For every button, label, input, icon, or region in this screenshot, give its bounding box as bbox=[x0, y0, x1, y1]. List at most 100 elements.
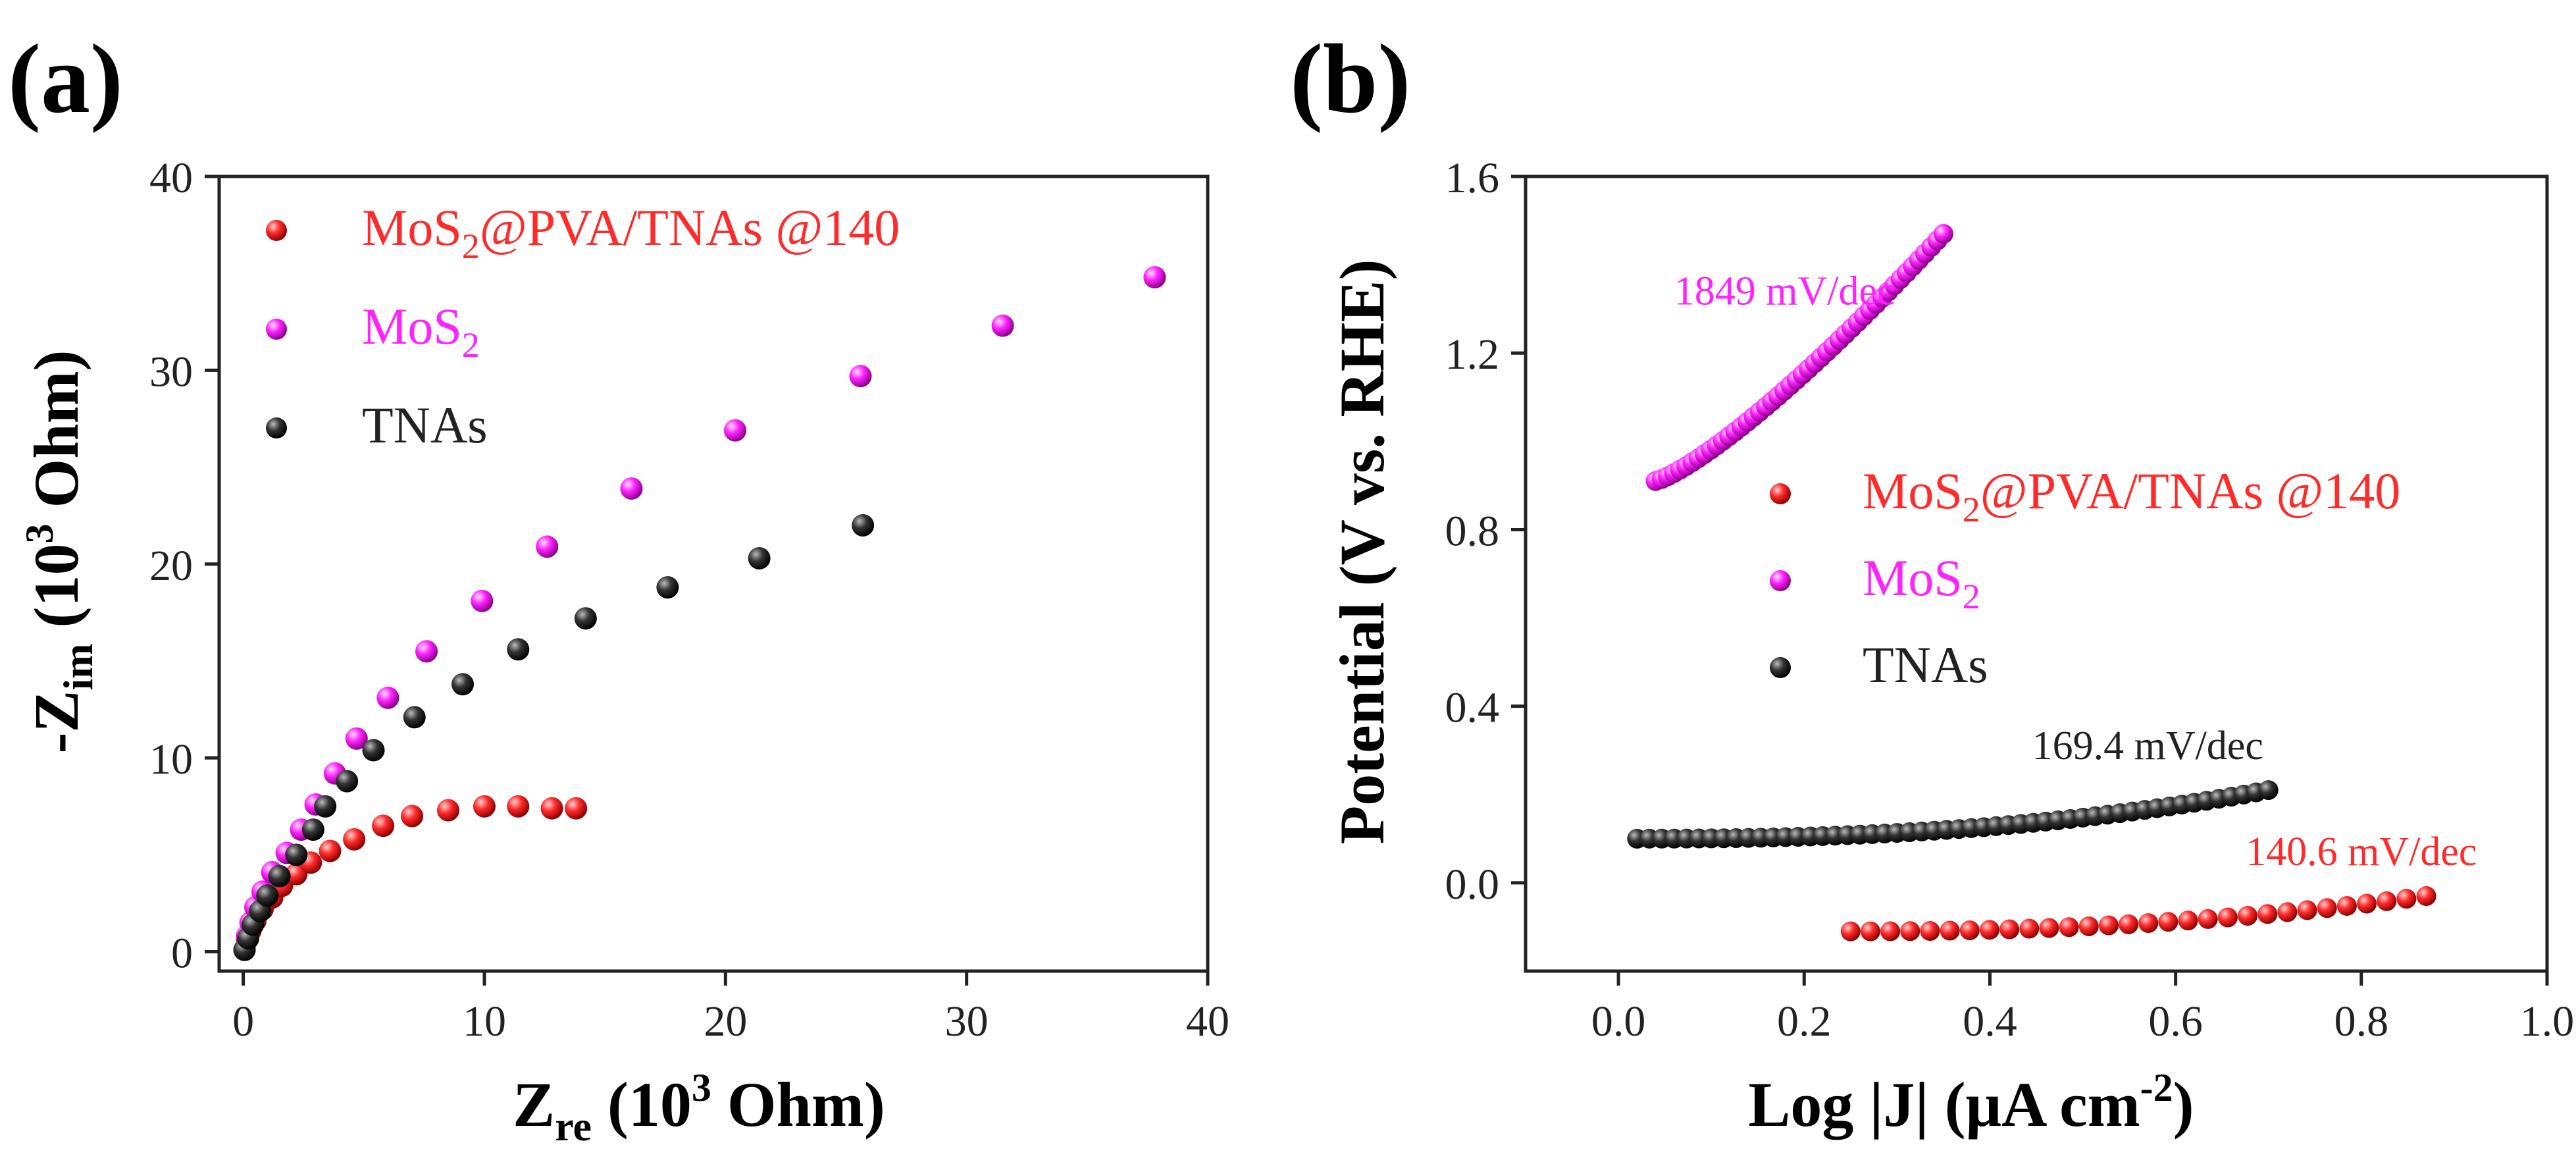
data-point-black bbox=[403, 706, 426, 729]
legend-label-magenta: MoS2 bbox=[362, 298, 480, 365]
legend-label-red: MoS2@PVA/TNAs @140 bbox=[362, 199, 900, 266]
panel-b-legend: MoS2@PVA/TNAs @140 MoS2 TNAs bbox=[1770, 462, 2400, 693]
data-point-magenta bbox=[1933, 224, 1953, 244]
y-tick-label: 20 bbox=[149, 542, 193, 590]
legend-label-red: MoS2@PVA/TNAs @140 bbox=[1863, 462, 2400, 529]
panel-b-slope-annotations: 140.6 mV/dec 1849 mV/dec 169.4 mV/dec bbox=[1674, 269, 2477, 874]
legend-marker-magenta bbox=[1770, 570, 1791, 591]
x-tick-label: 0.4 bbox=[1963, 997, 2017, 1046]
panel-b-chart: 0.0 0.2 0.4 0.6 0.8 1.0 0.0 0.4 0.8 1.2 1.6 MoS2@P… bbox=[1327, 154, 2574, 1140]
data-point-red bbox=[1880, 921, 1901, 941]
x-tick-label: 20 bbox=[704, 997, 747, 1046]
data-point-red bbox=[1959, 920, 1980, 940]
data-point-red bbox=[2217, 907, 2238, 928]
data-point-black bbox=[268, 864, 291, 888]
panel-a-points bbox=[233, 266, 1166, 961]
panel-a-legend: MoS2@PVA/TNAs @140 MoS2 TNAs bbox=[266, 199, 900, 454]
data-point-red bbox=[1840, 921, 1861, 941]
legend-label-magenta: MoS2 bbox=[1863, 549, 1980, 616]
data-point-red bbox=[1860, 921, 1880, 941]
y-tick-label: 10 bbox=[149, 735, 193, 783]
data-point-red bbox=[2336, 895, 2357, 916]
data-point-red bbox=[319, 839, 342, 862]
data-point-magenta bbox=[991, 314, 1014, 337]
panel-a-label: (a) bbox=[8, 24, 123, 134]
legend-label-black: TNAs bbox=[362, 396, 488, 454]
data-point-red bbox=[1900, 921, 1920, 941]
panel-a-ticks: 0 10 20 30 40 0 10 20 30 40 bbox=[149, 154, 1229, 1046]
x-tick-label: 30 bbox=[945, 997, 989, 1046]
data-point-red bbox=[2257, 904, 2278, 924]
data-point-red bbox=[565, 797, 588, 820]
data-point-red bbox=[2039, 918, 2059, 938]
slope-label-red: 140.6 mV/dec bbox=[2246, 830, 2477, 874]
legend-marker-black bbox=[266, 417, 287, 438]
panel-a-y-axis-title: -Zim (103 Ohm) bbox=[18, 350, 101, 753]
data-point-black bbox=[301, 818, 324, 841]
data-point-red bbox=[1999, 919, 2020, 940]
data-point-black bbox=[362, 739, 385, 762]
x-tick-label: 10 bbox=[463, 997, 506, 1046]
panel-a-x-axis-title: Zre (103 Ohm) bbox=[513, 1066, 885, 1150]
y-tick-label: 0.8 bbox=[1445, 507, 1500, 555]
data-point-black bbox=[574, 607, 597, 630]
panel-b-label: (b) bbox=[1290, 24, 1410, 134]
data-point-red bbox=[1940, 920, 1960, 941]
panel-b-y-axis-title: Potential (V vs. RHE) bbox=[1327, 259, 1397, 845]
panel-a-plot-frame bbox=[217, 174, 1210, 973]
panel-b-points bbox=[1627, 224, 2436, 941]
x-tick-label: 0 bbox=[232, 997, 254, 1046]
data-point-red bbox=[2198, 909, 2218, 929]
data-point-black bbox=[507, 638, 530, 661]
data-point-black bbox=[314, 795, 337, 818]
data-point-red bbox=[2119, 914, 2139, 934]
data-point-magenta bbox=[536, 535, 559, 558]
y-tick-label: 40 bbox=[149, 154, 193, 202]
panel-b-x-axis-title: Log |J| (μA cm-2) bbox=[1748, 1066, 2194, 1140]
data-point-red bbox=[2158, 912, 2178, 932]
data-point-red bbox=[437, 799, 460, 822]
data-point-red bbox=[372, 814, 395, 837]
slope-label-black: 169.4 mV/dec bbox=[2032, 724, 2263, 768]
data-point-red bbox=[401, 805, 424, 828]
data-point-black bbox=[656, 576, 679, 599]
data-point-red bbox=[2098, 915, 2119, 936]
x-tick-label: 40 bbox=[1186, 997, 1229, 1046]
legend-marker-magenta bbox=[266, 319, 287, 340]
data-point-black bbox=[451, 673, 475, 696]
data-point-black bbox=[2258, 780, 2279, 801]
data-point-red bbox=[2317, 898, 2337, 918]
data-point-black bbox=[256, 884, 279, 907]
data-point-red bbox=[2377, 891, 2397, 911]
data-point-magenta bbox=[1143, 266, 1166, 289]
panel-b-ticks: 0.0 0.2 0.4 0.6 0.8 1.0 0.0 0.4 0.8 1.2 1.6 bbox=[1445, 154, 2575, 1046]
x-tick-label: 0.6 bbox=[2148, 997, 2203, 1046]
data-point-red bbox=[2019, 918, 2040, 939]
data-point-magenta bbox=[471, 589, 494, 612]
x-tick-label: 1.0 bbox=[2520, 997, 2575, 1046]
legend-marker-red bbox=[266, 220, 287, 241]
data-point-red bbox=[473, 795, 496, 818]
x-tick-label: 0.0 bbox=[1591, 997, 1646, 1046]
y-tick-label: 0.0 bbox=[1445, 861, 1500, 909]
y-tick-label: 0.4 bbox=[1445, 684, 1500, 732]
data-point-red bbox=[2238, 905, 2258, 926]
y-tick-label: 1.2 bbox=[1445, 331, 1500, 379]
data-point-red bbox=[2277, 902, 2298, 922]
data-point-red bbox=[2059, 917, 2079, 938]
x-tick-label: 0.8 bbox=[2334, 997, 2389, 1046]
data-point-red bbox=[1920, 920, 1940, 941]
data-point-red bbox=[2396, 888, 2417, 909]
data-point-red bbox=[2078, 916, 2099, 936]
data-point-black bbox=[336, 770, 359, 793]
data-point-red bbox=[2357, 893, 2377, 914]
legend-marker-red bbox=[1770, 483, 1791, 504]
y-tick-label: 30 bbox=[149, 348, 193, 396]
panel-b-plot-frame bbox=[1524, 174, 2549, 973]
y-tick-label: 1.6 bbox=[1445, 154, 1500, 202]
data-point-red bbox=[1979, 920, 1999, 940]
data-point-black bbox=[852, 514, 875, 537]
data-point-magenta bbox=[620, 477, 643, 500]
legend-marker-black bbox=[1770, 657, 1791, 678]
